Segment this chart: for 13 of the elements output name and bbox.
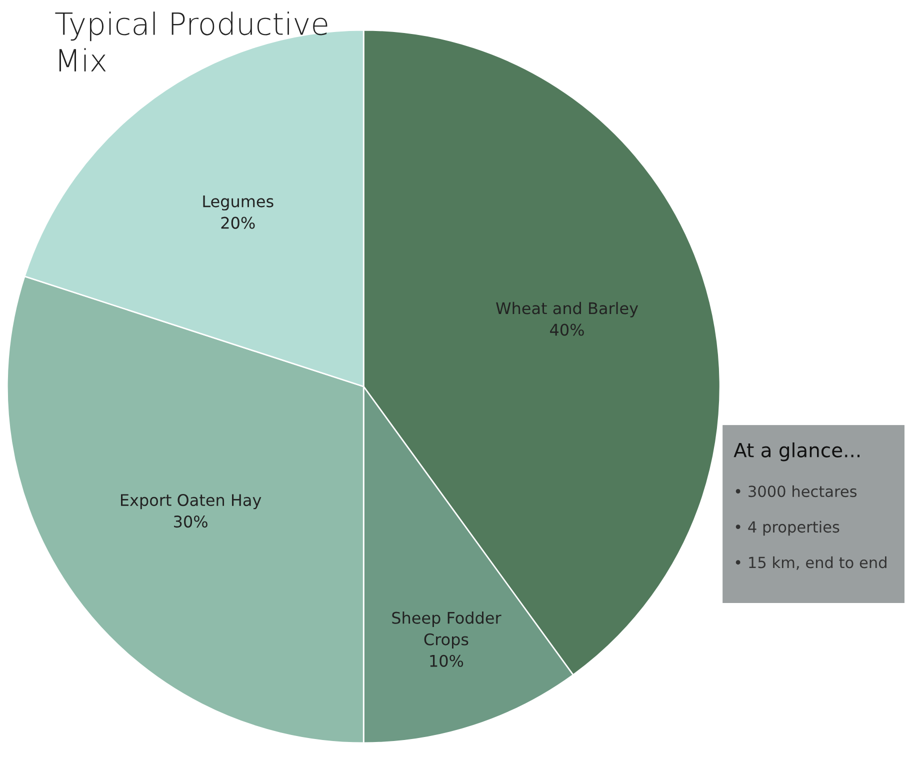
slice-label: Wheat and Barley <box>496 302 638 318</box>
data-label: 30% <box>174 516 208 528</box>
chart-title: Typical Productive Mix <box>55 12 328 72</box>
text: • 15 km, end to end <box>736 556 886 570</box>
slice-label: Legumes <box>203 195 274 210</box>
text: • 3000 hectares <box>736 485 857 498</box>
data-label: 10% <box>430 654 464 667</box>
text: At a glance... <box>734 442 860 462</box>
data-label: 20% <box>221 216 255 229</box>
data-label: 40% <box>550 324 584 336</box>
slice-label: Sheep Fodder Crops <box>392 612 502 648</box>
slice-label: Export Oaten Hay <box>121 494 262 510</box>
text: • 4 properties <box>736 520 840 536</box>
